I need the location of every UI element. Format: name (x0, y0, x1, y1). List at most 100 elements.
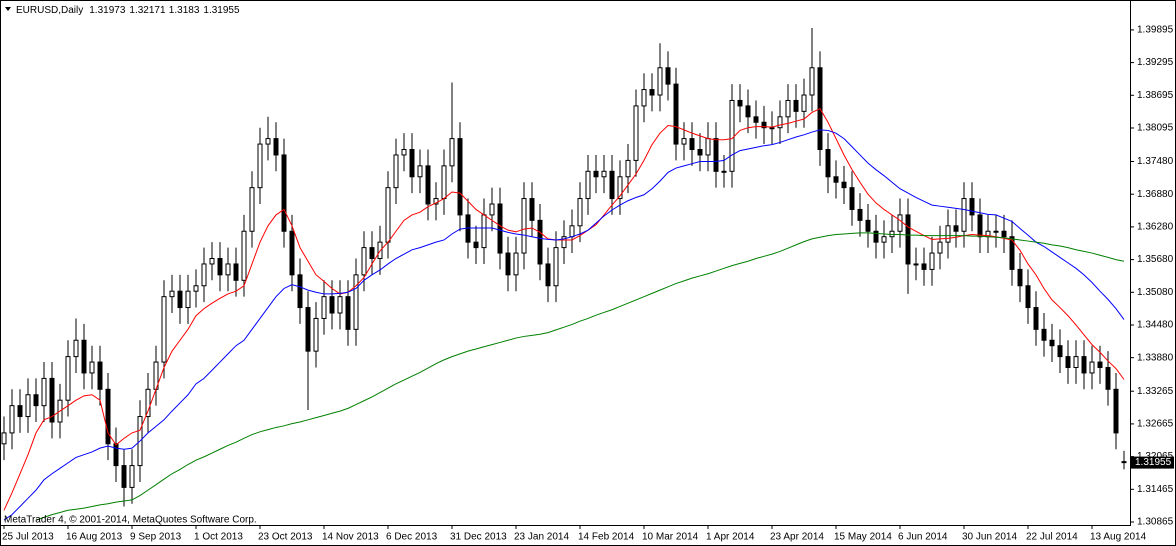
candle-body (1049, 339, 1055, 347)
candle-body (833, 176, 839, 183)
candle-body (233, 263, 239, 281)
candle-body (289, 230, 295, 276)
candle-body (729, 99, 735, 172)
candle-body (105, 388, 111, 445)
candle-body (1017, 268, 1023, 287)
x-tick-label: 10 Mar 2014 (642, 532, 699, 543)
candle-body (961, 198, 967, 232)
x-tick-label: 15 May 2014 (834, 532, 892, 543)
candle-body (809, 67, 815, 96)
candle-body (913, 263, 919, 266)
candle-body (785, 99, 791, 118)
candle-body (625, 159, 631, 178)
candle-body (1025, 285, 1031, 309)
y-tick-label: 1.33265 (1137, 386, 1174, 397)
candle-body (145, 388, 151, 418)
y-tick-label: 1.34480 (1137, 320, 1174, 331)
candle-body (409, 149, 415, 178)
candle-body (849, 187, 855, 210)
candle-body (265, 138, 271, 145)
candle-body (281, 154, 287, 232)
candle-body (425, 165, 431, 205)
candle-body (217, 258, 223, 276)
x-tick-label: 13 Aug 2014 (1090, 532, 1147, 543)
candle-body (1097, 361, 1103, 369)
candle-body (977, 214, 983, 238)
candle-body (641, 89, 647, 107)
candle-body (697, 149, 703, 156)
chart-header: EURUSD,Daily 1.31973 1.32171 1.3183 1.31955 (16, 5, 240, 16)
moving-average-line (35, 232, 1125, 521)
candle-body (1065, 356, 1071, 369)
candle-body (857, 208, 863, 221)
candle-body (73, 339, 79, 358)
candle-body (1057, 345, 1063, 358)
candle-body (417, 165, 423, 178)
candle-body (9, 405, 15, 434)
candle-body (177, 290, 183, 309)
candle-body (457, 138, 463, 216)
candle-body (777, 116, 783, 129)
x-tick-label: 14 Feb 2014 (578, 532, 635, 543)
candle-body (1073, 356, 1079, 369)
candle-body (865, 219, 871, 232)
candle-body (297, 274, 303, 309)
candle-body (681, 138, 687, 145)
candle-body (257, 143, 263, 189)
candle-body (761, 121, 767, 129)
candle-body (529, 198, 535, 221)
moving-average-line (3, 107, 1125, 511)
candle-body (873, 230, 879, 243)
candle-body (169, 290, 175, 298)
y-tick-label: 1.39295 (1137, 57, 1174, 68)
candle-body (17, 405, 23, 418)
candle-body (513, 252, 519, 276)
candle-body (609, 170, 615, 200)
candle-body (505, 252, 511, 276)
candle-body (1105, 367, 1111, 390)
candle-body (313, 317, 319, 352)
candle-body (929, 252, 935, 270)
candle-body (209, 258, 215, 265)
candle-body (1, 432, 7, 445)
y-tick-label: 1.35680 (1137, 254, 1174, 265)
candle-body (521, 198, 527, 254)
candle-body (649, 89, 655, 96)
candle-body (569, 225, 575, 238)
candle-body (969, 198, 975, 216)
candle-body (545, 263, 551, 287)
symbol: EURUSD,Daily (16, 5, 83, 16)
menu-arrow[interactable] (5, 7, 11, 11)
x-tick-label: 25 Jul 2013 (2, 532, 54, 543)
candle-body (737, 99, 743, 107)
candle-body (1089, 361, 1095, 374)
y-tick-label: 1.38695 (1137, 90, 1174, 101)
candle-body (673, 83, 679, 145)
high-value: 1.32171 (129, 5, 166, 16)
candle-body (193, 285, 199, 292)
candle-body (801, 94, 807, 112)
candle-body (633, 105, 639, 161)
candle-body (793, 99, 799, 112)
low-value: 1.3183 (169, 5, 200, 16)
candle-body (1033, 307, 1039, 330)
candle-body (65, 356, 71, 401)
candle-body (561, 236, 567, 249)
candle-body (97, 361, 103, 390)
x-tick-label: 23 Jan 2014 (514, 532, 569, 543)
y-tick-label: 1.35080 (1137, 287, 1174, 298)
candle-body (657, 67, 663, 96)
candle-body (89, 361, 95, 374)
candle-body (33, 394, 39, 407)
candle-body (721, 170, 727, 173)
candle-body (617, 176, 623, 200)
x-tick-label: 30 Jun 2014 (962, 532, 1017, 543)
candle-body (993, 230, 999, 233)
candle-body (593, 170, 599, 178)
x-tick-label: 6 Jun 2014 (898, 532, 948, 543)
y-tick-label: 1.38095 (1137, 123, 1174, 134)
candle-body (769, 127, 775, 130)
x-tick-label: 1 Oct 2013 (194, 532, 243, 543)
moving-average-line (3, 129, 1125, 521)
